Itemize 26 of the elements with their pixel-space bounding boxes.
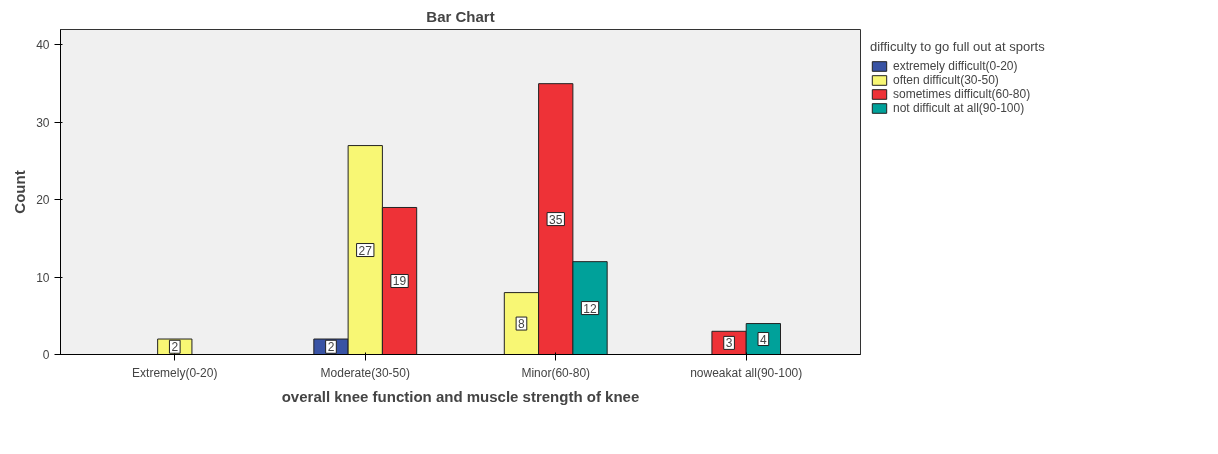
y-tick-label: 20 bbox=[36, 193, 50, 208]
data-label: 19 bbox=[392, 274, 407, 289]
y-tick-label: 10 bbox=[36, 270, 50, 285]
data-label: 35 bbox=[549, 212, 563, 227]
data-label: 3 bbox=[725, 336, 733, 351]
data-label: 2 bbox=[171, 340, 179, 355]
x-tick-label: noweakat all(90-100) bbox=[690, 365, 803, 380]
x-axis-title: overall knee function and muscle strength of knee bbox=[281, 387, 640, 405]
legend-label: not difficult at all(90-100) bbox=[893, 101, 1025, 115]
legend-title: difficulty to go full out at sports bbox=[870, 39, 1045, 54]
legend-label: often difficult(30-50) bbox=[893, 73, 999, 87]
data-label: 12 bbox=[583, 301, 598, 316]
y-axis-title: Count bbox=[11, 170, 29, 214]
x-tick-label: Extremely(0-20) bbox=[132, 365, 218, 380]
legend-label: extremely difficult(0-20) bbox=[893, 59, 1018, 73]
y-tick-label: 40 bbox=[36, 38, 50, 53]
chart-title: Bar Chart bbox=[426, 7, 495, 25]
x-tick-label: Minor(60-80) bbox=[521, 365, 591, 380]
legend-label: sometimes difficult(60-80) bbox=[893, 87, 1031, 101]
data-label: 2 bbox=[327, 340, 335, 355]
y-tick-label: 30 bbox=[36, 115, 50, 130]
data-label: 8 bbox=[518, 317, 526, 332]
x-tick-label: Moderate(30-50) bbox=[320, 365, 410, 380]
data-label: 27 bbox=[358, 243, 373, 258]
data-label: 4 bbox=[760, 332, 768, 347]
y-tick-label: 0 bbox=[42, 348, 50, 362]
